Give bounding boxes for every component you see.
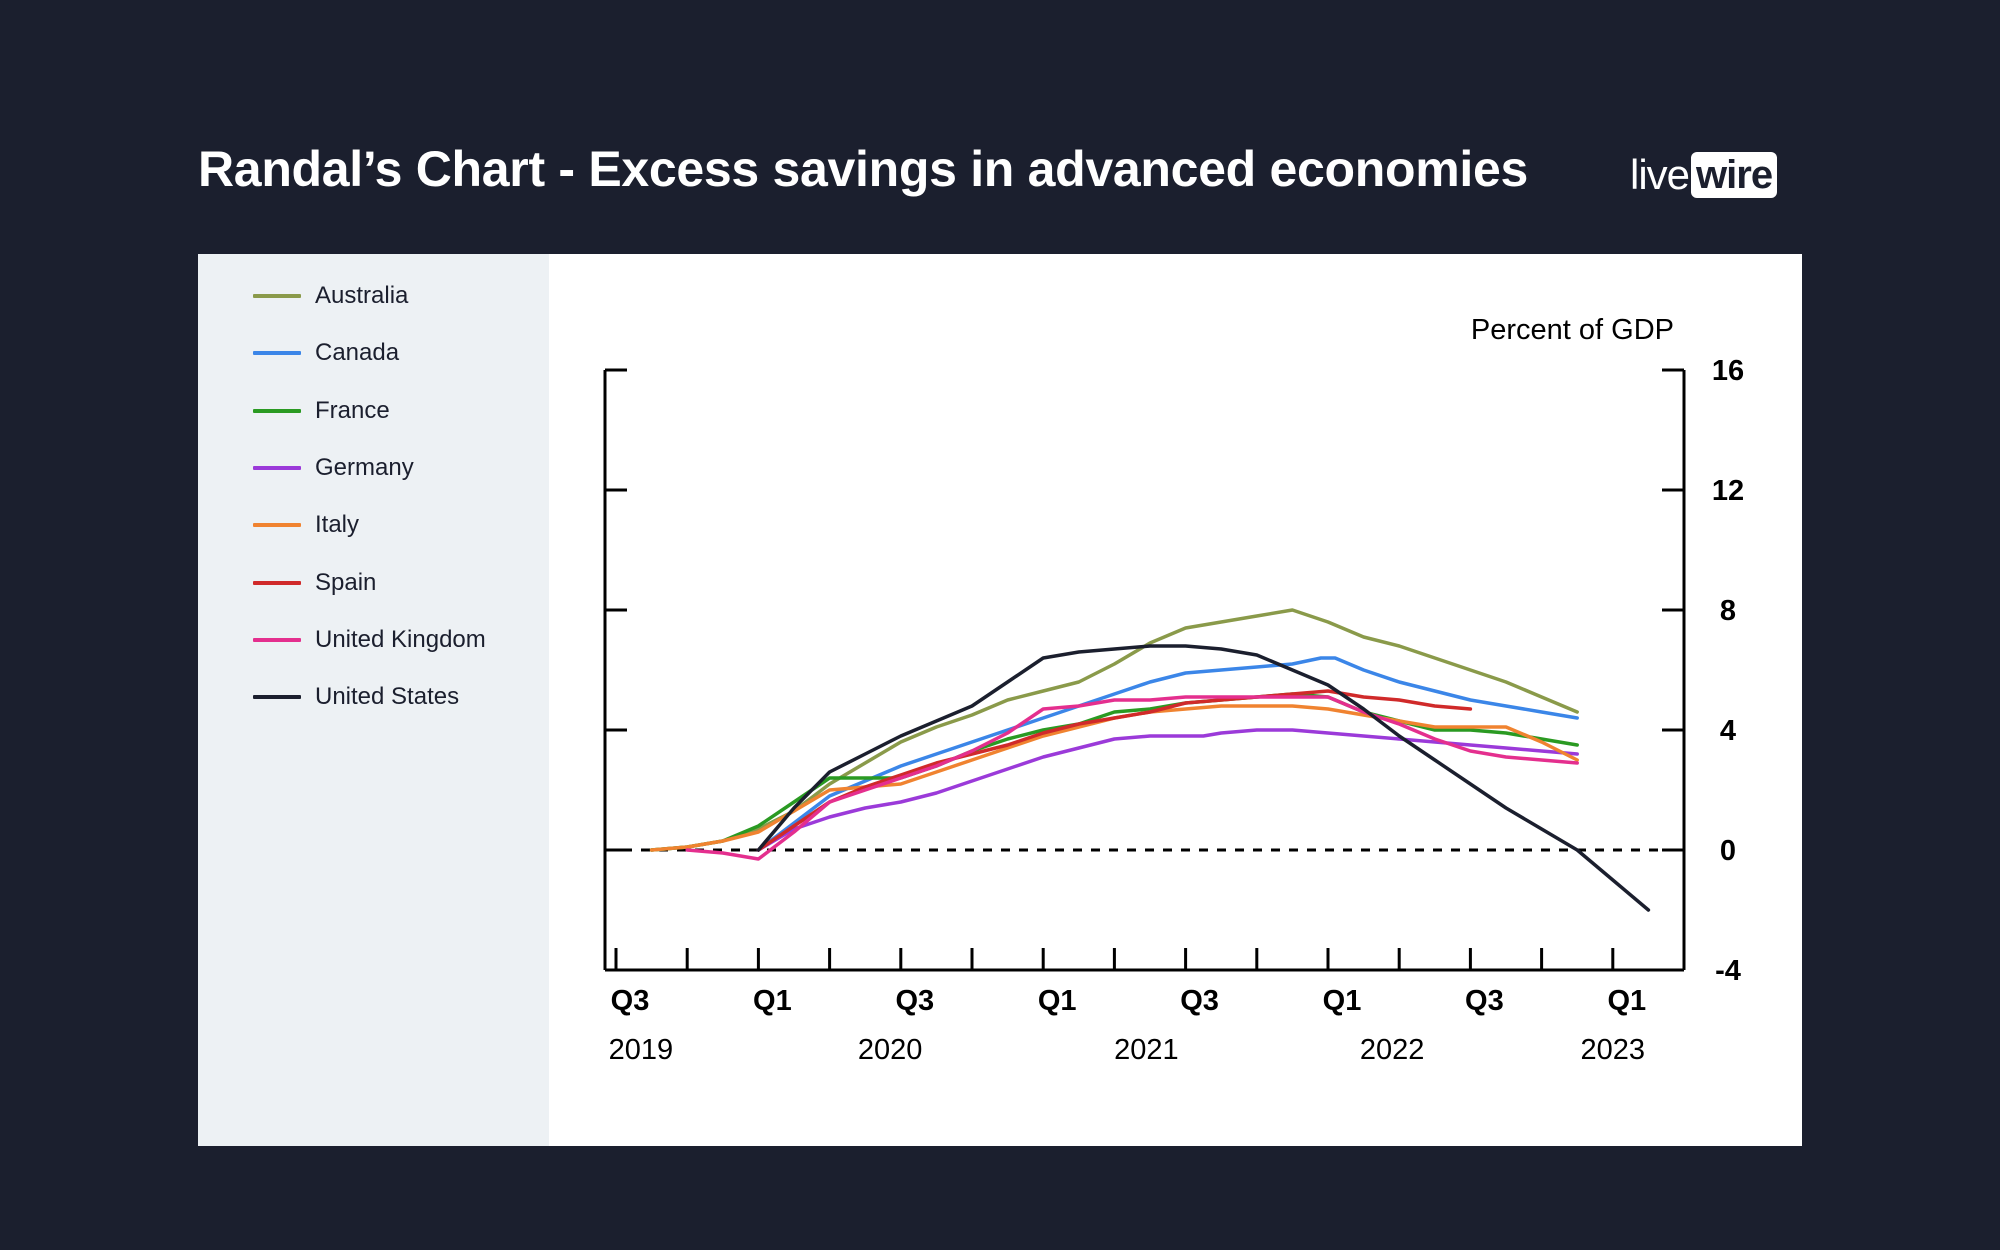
series-line-united-states bbox=[756, 644, 1651, 912]
legend-item: Spain bbox=[253, 568, 376, 598]
legend-item: Canada bbox=[253, 338, 399, 368]
legend-item: United Kingdom bbox=[253, 625, 486, 655]
x-quarter-label: Q1 bbox=[753, 985, 792, 1017]
x-year-label: 2022 bbox=[1360, 1034, 1425, 1066]
x-quarter-label: Q3 bbox=[611, 985, 650, 1017]
y-tick-label: 0 bbox=[1720, 835, 1736, 867]
x-year-label: 2020 bbox=[858, 1034, 923, 1066]
series-line-spain bbox=[756, 689, 1473, 852]
legend-label: United States bbox=[315, 683, 460, 711]
x-quarter-label: Q1 bbox=[1323, 985, 1362, 1017]
x-quarter-label: Q3 bbox=[1465, 985, 1504, 1017]
x-year-label: 2023 bbox=[1581, 1034, 1646, 1066]
line-chart: -4 0 4 8 12 16 Q3 Q1 Q3 Q1 Q3 Q1 Q3 Q1 2019 2020 2021 202… bbox=[603, 314, 1744, 1066]
livewire-logo: live wire bbox=[1630, 150, 1778, 200]
legend-item: Australia bbox=[253, 281, 408, 311]
y-axis-title: Percent of GDP bbox=[1471, 314, 1674, 346]
x-quarter-label: Q1 bbox=[1038, 985, 1077, 1017]
y-tick-label: 4 bbox=[1720, 715, 1736, 747]
legend-label: Spain bbox=[315, 568, 377, 596]
x-year-label: 2021 bbox=[1114, 1034, 1179, 1066]
legend-swatch bbox=[253, 465, 301, 470]
legend-swatch bbox=[253, 351, 301, 356]
x-quarter-label: Q1 bbox=[1607, 985, 1646, 1017]
legend-swatch bbox=[253, 408, 301, 413]
x-quarter-label: Q3 bbox=[1180, 985, 1219, 1017]
y-tick-label: 12 bbox=[1712, 475, 1744, 507]
series-line-canada bbox=[756, 656, 1579, 852]
x-year-label: 2019 bbox=[609, 1034, 674, 1066]
legend-swatch bbox=[253, 580, 301, 585]
series-line-united-kingdom bbox=[685, 695, 1579, 861]
legend-label: United Kingdom bbox=[315, 625, 486, 653]
legend-item: Germany bbox=[253, 453, 414, 483]
legend-label: Italy bbox=[315, 511, 360, 539]
legend-swatch bbox=[253, 294, 301, 298]
legend-item: France bbox=[253, 396, 390, 426]
logo-live-text: live bbox=[1630, 151, 1690, 198]
y-tick-label: 8 bbox=[1720, 595, 1736, 627]
legend-item: Italy bbox=[253, 510, 359, 540]
legend-item: United States bbox=[253, 682, 459, 712]
legend-label: Canada bbox=[315, 339, 400, 367]
logo-wire-text: wire bbox=[1691, 152, 1778, 198]
legend-label: France bbox=[315, 396, 390, 424]
legend-label: Germany bbox=[315, 453, 414, 481]
chart-title: Randal’s Chart - Excess savings in advan… bbox=[198, 141, 1528, 197]
legend-swatch bbox=[253, 695, 301, 700]
x-quarter-label: Q3 bbox=[895, 985, 934, 1017]
y-tick-label: 16 bbox=[1712, 355, 1744, 387]
y-tick-label: -4 bbox=[1715, 955, 1741, 987]
legend: Australia Canada France Germany Italy Spain Un… bbox=[198, 254, 549, 1146]
legend-swatch bbox=[253, 523, 301, 528]
series-line-germany bbox=[756, 728, 1579, 852]
legend-label: Australia bbox=[315, 282, 409, 309]
chart-panel: Australia Canada France Germany Italy Spain Un… bbox=[198, 254, 1802, 1146]
legend-swatch bbox=[253, 637, 301, 642]
